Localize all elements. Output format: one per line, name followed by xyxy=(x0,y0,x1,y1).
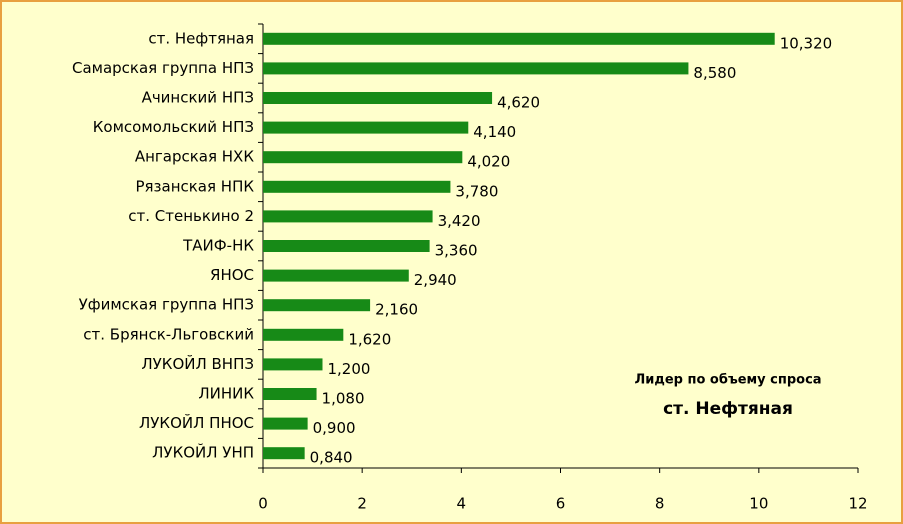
bar xyxy=(263,269,409,282)
bar xyxy=(263,447,305,460)
value-label: 3,780 xyxy=(455,182,498,200)
value-label: 1,200 xyxy=(328,360,371,378)
value-label: 3,360 xyxy=(435,242,478,260)
value-label: 4,620 xyxy=(497,94,540,112)
bar xyxy=(263,358,323,371)
y-tick-label: Ангарская НХК xyxy=(135,148,255,166)
value-label: 1,620 xyxy=(348,330,391,348)
value-label: 2,160 xyxy=(375,301,418,319)
y-tick-label: Ачинский НПЗ xyxy=(142,89,254,107)
y-tick-label: ТАИФ-НК xyxy=(182,237,254,255)
bar xyxy=(263,32,775,45)
y-tick-label: ЛУКОЙЛ ВНПЗ xyxy=(141,354,254,373)
y-tick-label: Самарская группа НПЗ xyxy=(72,59,254,77)
value-label: 3,420 xyxy=(438,212,481,230)
bar xyxy=(263,388,317,400)
y-tick-label: ст. Брянск-Льговский xyxy=(83,325,254,343)
annotation: Лидер по объему спроса xyxy=(634,373,821,388)
y-tick-label: ЯНОС xyxy=(210,266,254,284)
value-label: 4,020 xyxy=(467,153,510,171)
value-label: 0,840 xyxy=(310,449,353,467)
value-label: 10,320 xyxy=(780,34,833,52)
bar xyxy=(263,240,430,252)
bar xyxy=(263,151,463,164)
value-label: 0,900 xyxy=(313,419,356,437)
bar xyxy=(263,180,451,193)
bar xyxy=(263,121,469,134)
value-label: 2,940 xyxy=(414,271,457,289)
value-label: 1,080 xyxy=(322,390,365,408)
value-label: 8,580 xyxy=(693,64,736,82)
y-tick-label: ЛУКОЙЛ ПНОС xyxy=(139,413,254,432)
x-tick-label: 0 xyxy=(258,495,268,513)
x-tick-label: 6 xyxy=(556,495,566,513)
x-tick-label: 10 xyxy=(749,495,768,513)
y-tick-label: Уфимская группа НПЗ xyxy=(79,296,254,314)
bar xyxy=(263,210,433,223)
x-tick-label: 2 xyxy=(357,495,367,513)
bar xyxy=(263,92,493,104)
x-tick-label: 4 xyxy=(457,495,467,513)
bar xyxy=(263,299,371,312)
y-tick-label: ЛУКОЙЛ УНП xyxy=(152,443,254,462)
bar xyxy=(263,62,689,75)
value-label: 4,140 xyxy=(473,123,516,141)
x-tick-label: 12 xyxy=(848,495,867,513)
y-tick-label: ст. Нефтяная xyxy=(148,29,254,47)
y-tick-label: ст. Стенькино 2 xyxy=(128,207,254,225)
y-tick-label: Комсомольский НПЗ xyxy=(93,118,254,136)
bar xyxy=(263,328,344,341)
y-tick-label: ЛИНИК xyxy=(198,385,254,403)
y-tick-label: Рязанская НПК xyxy=(135,177,254,195)
bar xyxy=(263,417,308,430)
annotation: ст. Нефтяная xyxy=(663,399,793,419)
x-tick-label: 8 xyxy=(655,495,665,513)
